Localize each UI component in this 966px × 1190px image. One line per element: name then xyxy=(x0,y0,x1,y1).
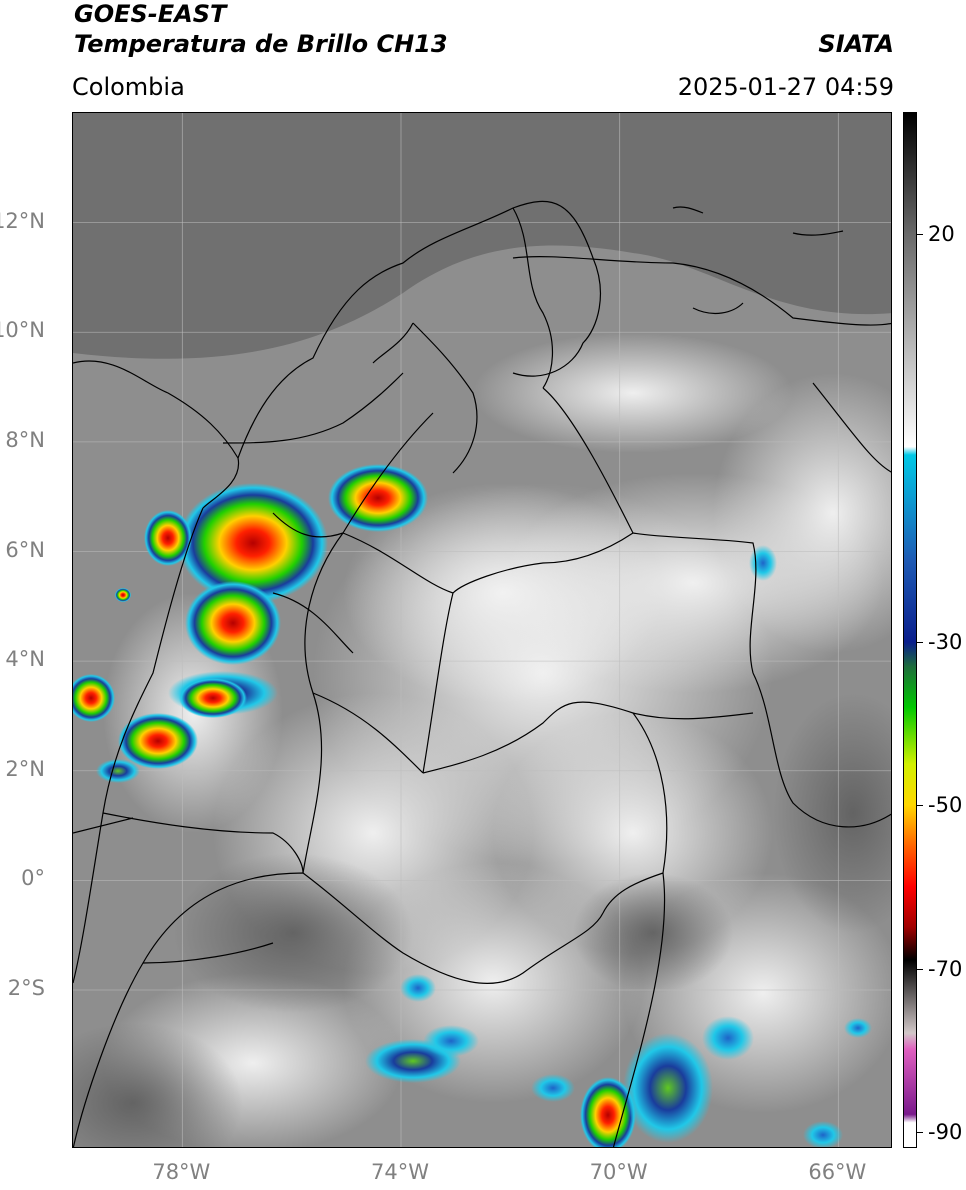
lat-tick-label: 0° xyxy=(21,866,45,891)
borders xyxy=(73,200,891,1147)
lat-tick-label: 12°N xyxy=(0,208,45,233)
lon-tick-label: 66°W xyxy=(808,1160,867,1184)
lat-tick-label: 2°S xyxy=(7,976,45,1001)
lat-tick-label: 10°N xyxy=(0,318,45,343)
colorbar-tick-mark xyxy=(917,1131,923,1133)
colorbar-tick-label: -70 xyxy=(928,956,963,981)
cloud-cover xyxy=(73,333,891,1147)
colorbar-tick-mark xyxy=(917,234,923,236)
lat-tick-label: 2°N xyxy=(5,756,45,781)
region-label: Colombia xyxy=(72,73,185,101)
colorbar-tick-label: -90 xyxy=(928,1119,963,1144)
lat-tick-label: 4°N xyxy=(5,647,45,672)
colorbar-tick-mark xyxy=(917,642,923,644)
colorbar-tick-label: 20 xyxy=(928,222,955,247)
colorbar-tick-label: -30 xyxy=(928,630,963,655)
colorbar-tick-mark xyxy=(917,805,923,807)
lat-tick-label: 6°N xyxy=(5,537,45,562)
chart-subtitle: Temperatura de Brillo CH13 xyxy=(74,30,448,58)
storm-cells xyxy=(73,464,872,1147)
agency-label: SIATA xyxy=(818,30,894,58)
graticule xyxy=(73,113,891,1147)
chart-title: GOES-EAST xyxy=(74,0,227,28)
colorbar-tick-label: -50 xyxy=(928,793,963,818)
lat-tick-label: 8°N xyxy=(5,427,45,452)
colorbar xyxy=(903,112,917,1148)
timestamp-label: 2025-01-27 04:59 xyxy=(677,73,894,101)
lon-tick-label: 78°W xyxy=(152,1160,211,1184)
lon-tick-label: 74°W xyxy=(371,1160,429,1184)
map-canvas xyxy=(73,113,891,1147)
lon-tick-label: 70°W xyxy=(589,1160,648,1184)
colorbar-tick-mark xyxy=(917,968,923,970)
sea-area xyxy=(73,113,891,359)
satellite-map[interactable] xyxy=(72,112,892,1148)
